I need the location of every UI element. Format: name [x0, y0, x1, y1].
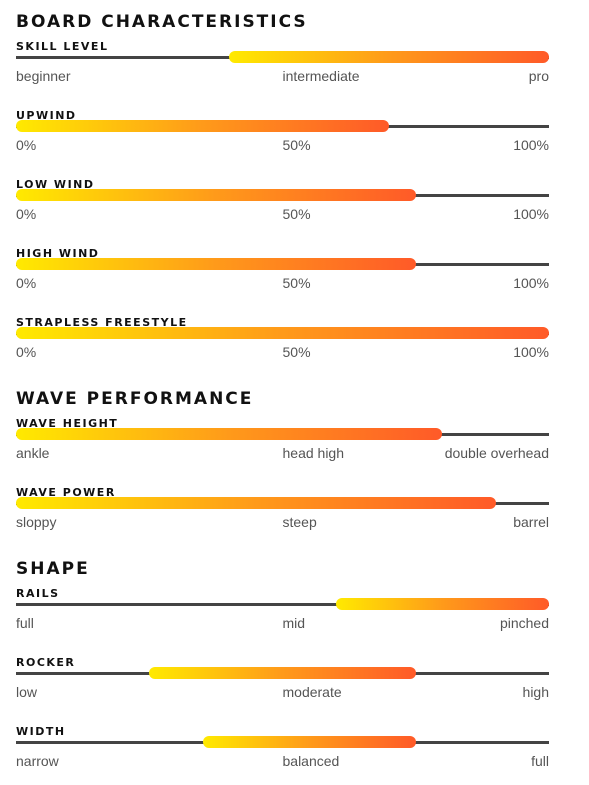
scale-label: intermediate — [282, 68, 360, 84]
range-bar — [16, 428, 443, 440]
scale-label: balanced — [282, 753, 340, 769]
item-label: STRAPLESS FREESTYLE — [16, 316, 188, 329]
range-bar — [16, 189, 416, 201]
scale-label: double overhead — [444, 445, 549, 461]
scale-label: low — [16, 684, 38, 700]
scale-label: sloppy — [16, 514, 57, 530]
item-label: ROCKER — [16, 656, 76, 669]
section-title: SHAPE — [16, 559, 90, 579]
range-bar — [202, 736, 416, 748]
scale-label: 0% — [16, 206, 37, 222]
range-bar — [229, 51, 549, 63]
range-bar — [16, 120, 390, 132]
scale-label: full — [531, 753, 549, 769]
item-label: WIDTH — [16, 725, 66, 738]
section-title: WAVE PERFORMANCE — [16, 389, 254, 409]
scale-label: 50% — [282, 137, 311, 153]
scale-label: high — [522, 684, 549, 700]
scale-label: beginner — [16, 68, 71, 84]
item-label: SKILL LEVEL — [16, 40, 109, 53]
scale-label: 0% — [16, 137, 37, 153]
scale-label: steep — [282, 514, 317, 530]
item-label: UPWIND — [16, 109, 77, 122]
scale-label: 100% — [513, 137, 549, 153]
scale-label: 50% — [282, 344, 311, 360]
item-label: HIGH WIND — [16, 247, 100, 260]
item-label: WAVE POWER — [16, 486, 116, 499]
range-bar — [16, 258, 416, 270]
scale-label: narrow — [16, 753, 59, 769]
scale-label: pinched — [499, 615, 549, 631]
scale-label: head high — [282, 445, 345, 461]
scale-label: 100% — [513, 206, 549, 222]
range-bar — [16, 327, 549, 339]
scale-label: moderate — [282, 684, 342, 700]
scale-label: 50% — [282, 206, 311, 222]
item-label: RAILS — [16, 587, 60, 600]
track — [16, 603, 549, 606]
scale-label: 50% — [282, 275, 311, 291]
range-bar — [335, 598, 549, 610]
section-title: BOARD CHARACTERISTICS — [16, 12, 308, 32]
range-bar — [16, 497, 496, 509]
item-label: LOW WIND — [16, 178, 95, 191]
scale-label: full — [16, 615, 34, 631]
scale-label: 0% — [16, 275, 37, 291]
scale-label: barrel — [513, 514, 549, 530]
scale-label: pro — [528, 68, 549, 84]
scale-label: ankle — [16, 445, 50, 461]
scale-label: 0% — [16, 344, 37, 360]
item-label: WAVE HEIGHT — [16, 417, 119, 430]
range-bar — [149, 667, 416, 679]
scale-label: 100% — [513, 275, 549, 291]
scale-label: mid — [282, 615, 306, 631]
scale-label: 100% — [513, 344, 549, 360]
